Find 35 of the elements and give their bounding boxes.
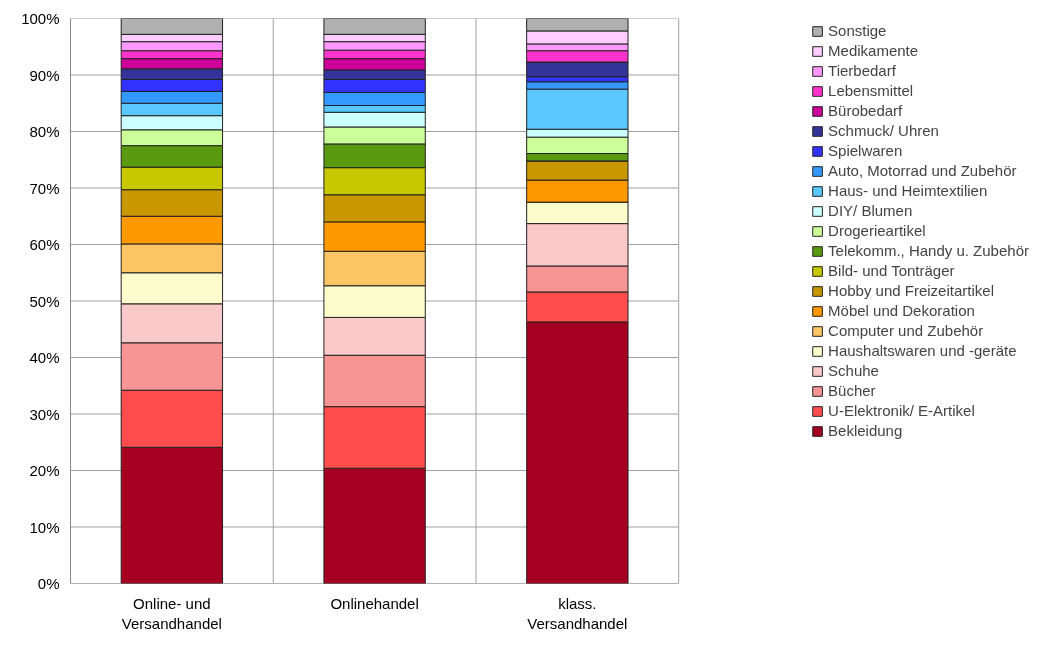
- y-tick-label: 60%: [29, 236, 60, 253]
- x-tick-label: Online- und Versandhandel: [121, 594, 222, 632]
- y-tick-label: 100%: [21, 10, 60, 27]
- legend-label: U-Elektronik/ E-Artikel: [828, 402, 975, 419]
- legend-label: Sonstige: [828, 22, 887, 39]
- legend-label: Haus- und Heimtextilien: [828, 182, 988, 199]
- legend-label: Bild- und Tonträger: [828, 262, 955, 279]
- legend-label: Medikamente: [828, 42, 919, 59]
- legend-label: Haushaltswaren und -geräte: [828, 342, 1017, 359]
- legend-label: Schmuck/ Uhren: [828, 122, 939, 139]
- legend-label: Spielwaren: [828, 142, 903, 159]
- legend-label: Lebensmittel: [828, 82, 914, 99]
- legend-label: Bürobedarf: [828, 102, 903, 119]
- legend-label: DIY/ Blumen: [828, 202, 913, 219]
- y-tick-label: 40%: [29, 349, 60, 366]
- y-tick-label: 50%: [29, 292, 60, 310]
- y-tick-label: 30%: [29, 405, 60, 423]
- y-tick-label: 80%: [29, 123, 60, 140]
- legend-label: Drogerieartikel: [828, 222, 926, 239]
- legend-label: Computer und Zubehör: [828, 322, 984, 339]
- y-tick-label: 90%: [29, 66, 60, 84]
- legend-label: Telekomm., Handy u. Zubehör: [828, 242, 1029, 259]
- y-tick-label: 10%: [29, 518, 60, 536]
- legend-label: Schuhe: [828, 362, 879, 379]
- x-tick-label: klass. Versandhandel: [527, 594, 628, 632]
- legend-label: Bekleidung: [828, 422, 903, 439]
- legend-label: Auto, Motorrad und Zubehör: [828, 162, 1017, 179]
- y-tick-label: 70%: [29, 179, 60, 197]
- legend-label: Möbel und Dekoration: [828, 302, 975, 319]
- x-tick-label: Onlinehandel: [330, 594, 419, 612]
- legend-label: Tierbedarf: [828, 62, 896, 79]
- y-tick-label: 0%: [37, 575, 60, 592]
- y-tick-label: 20%: [29, 462, 60, 479]
- legend-label: Hobby und Freizeitartikel: [828, 282, 994, 299]
- legend-label: Bücher: [828, 382, 876, 399]
